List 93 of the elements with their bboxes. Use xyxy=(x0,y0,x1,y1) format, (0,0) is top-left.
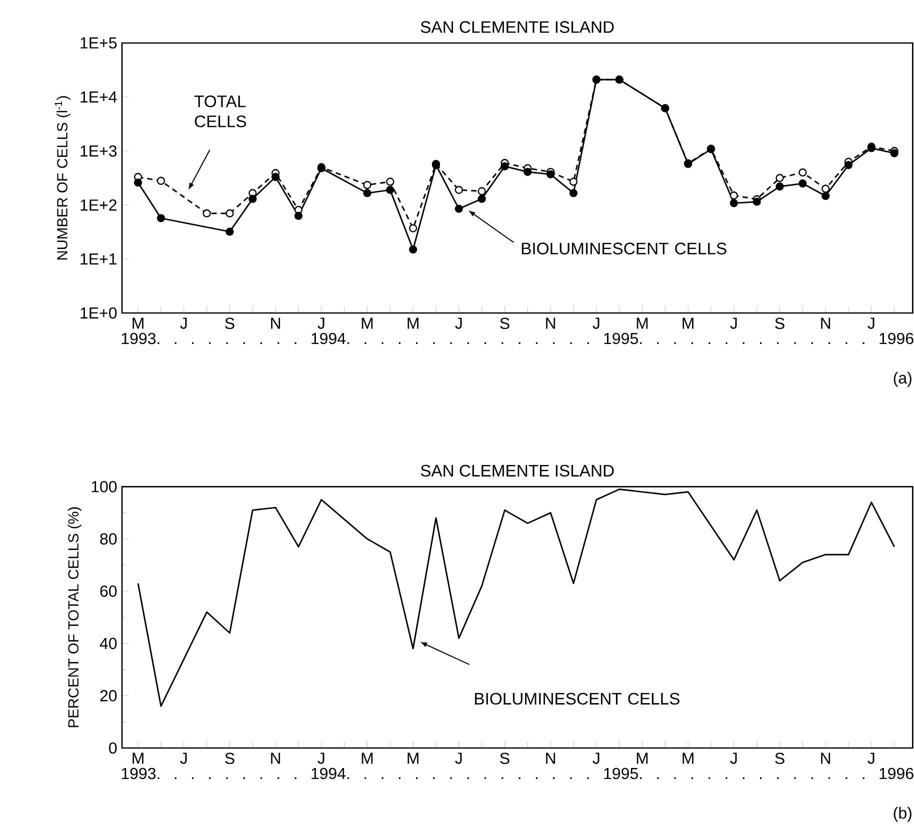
x-tick-label: M xyxy=(132,318,144,329)
point xyxy=(134,178,142,187)
point xyxy=(408,224,418,232)
text: (b) xyxy=(894,806,912,822)
chart-title: SAN CLEMENTE ISLAND xyxy=(420,464,614,477)
line-series xyxy=(137,488,896,707)
x-tick-label: M xyxy=(408,752,418,764)
x-tick-label: M xyxy=(362,752,373,764)
point xyxy=(478,194,486,203)
point xyxy=(226,228,234,236)
x-tick-label: N xyxy=(546,752,556,764)
point xyxy=(226,209,234,218)
x-tick-label: J xyxy=(868,752,874,764)
point xyxy=(822,192,830,200)
point xyxy=(478,187,486,196)
point xyxy=(386,186,394,194)
x-axis-title: 1993. . . . . . . . . 1994. . . . . . . . . . . . . . . 1995. . . . . . . . . . . . . . 1996 xyxy=(122,332,914,344)
point xyxy=(844,160,853,170)
x-tick-label: J xyxy=(592,318,600,329)
x-tick-label: N xyxy=(271,752,280,764)
x-tick-label: J xyxy=(180,318,187,329)
x-tick-label: S xyxy=(225,752,234,764)
x-tick-label: M xyxy=(132,752,144,764)
x-tick-label: J xyxy=(868,318,874,329)
point xyxy=(454,204,463,213)
point xyxy=(569,178,578,186)
x-tick-label: J xyxy=(318,318,324,329)
x-tick-label: N xyxy=(271,318,280,329)
y-tick-label: 20 xyxy=(100,690,117,702)
y-tick-label: 1E+2 xyxy=(80,199,116,211)
x-tick-label: S xyxy=(775,318,784,330)
point xyxy=(408,245,418,254)
y-tick-label: 60 xyxy=(100,586,117,597)
x-tick-label: N xyxy=(546,318,556,329)
point xyxy=(730,191,738,200)
x-tick-label: S xyxy=(775,752,784,764)
point xyxy=(271,172,280,182)
y-axis-title: PERCENT OF TOTAL CELLS (%) xyxy=(68,507,82,728)
y-tick-label: 1E+0 xyxy=(80,307,117,319)
x-tick-label: S xyxy=(500,752,510,764)
point xyxy=(363,180,372,190)
x-tick-label: M xyxy=(682,752,694,764)
y-tick-label: 1E+5 xyxy=(80,37,117,49)
point xyxy=(524,168,532,176)
x-tick-label: S xyxy=(500,318,510,330)
x-tick-label: J xyxy=(455,752,462,764)
point xyxy=(363,189,372,198)
point xyxy=(776,182,784,191)
point xyxy=(294,212,303,220)
x-tick-label: N xyxy=(821,318,830,329)
y-tick-label: 1E+4 xyxy=(80,91,117,102)
annotation: BIOLUMINESCENT CELLS xyxy=(475,692,680,705)
x-tick-label: J xyxy=(592,752,600,764)
point xyxy=(386,178,394,186)
point xyxy=(730,199,738,208)
x-tick-label: N xyxy=(821,752,830,764)
point xyxy=(546,170,555,178)
point xyxy=(156,214,166,222)
x-tick-label: M xyxy=(636,318,648,329)
x-tick-label: M xyxy=(362,318,373,329)
x-tick-label: J xyxy=(180,752,187,764)
x-tick-label: J xyxy=(318,752,324,764)
point xyxy=(202,209,211,218)
x-tick-label: M xyxy=(682,318,694,329)
x-tick-label: S xyxy=(225,318,234,330)
y-tick-label: 1E+3 xyxy=(80,145,117,157)
x-tick-label: M xyxy=(408,318,418,329)
x-tick-label: J xyxy=(730,752,737,764)
chart-title: SAN CLEMENTE ISLAND xyxy=(420,21,614,33)
point xyxy=(798,179,807,188)
point xyxy=(500,162,509,170)
point xyxy=(454,186,463,194)
point xyxy=(752,198,761,206)
text: (a) xyxy=(894,372,912,387)
x-tick-label: M xyxy=(636,752,648,764)
x-tick-label: J xyxy=(455,318,462,329)
x-tick-label: J xyxy=(730,318,737,329)
y-tick-label: 0 xyxy=(109,742,117,754)
y-tick-label: 80 xyxy=(100,533,117,545)
annotation: TOTAL CELLS xyxy=(194,95,246,128)
point xyxy=(776,174,784,182)
y-tick-label: 100 xyxy=(92,480,117,492)
point xyxy=(798,168,807,177)
point xyxy=(890,149,898,158)
y-tick-label: 1E+1 xyxy=(80,253,117,264)
x-axis-title: 1993. . . . . . . . . 1994. . . . . . . . . . . . . . . 1995. . . . . . . . . . . . . . 1996 xyxy=(122,768,914,780)
annotation: BIOLUMINESCENT CELLS xyxy=(522,242,726,254)
point xyxy=(248,194,257,203)
point xyxy=(822,184,830,193)
y-axis-title: NUMBER OF CELLS (l$^{-1}$) xyxy=(54,96,70,260)
y-tick-label: 40 xyxy=(100,638,117,650)
point xyxy=(156,176,166,185)
point xyxy=(569,189,578,198)
